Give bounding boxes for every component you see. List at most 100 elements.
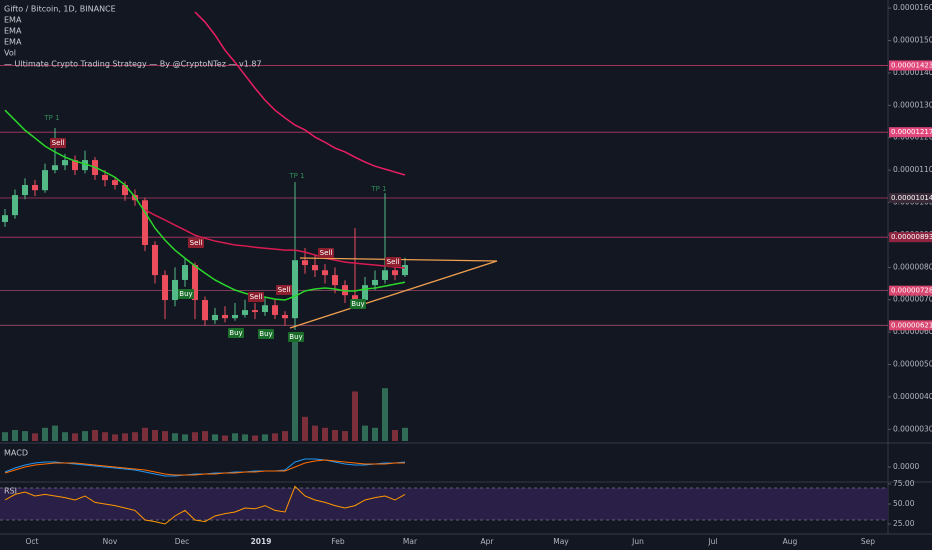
volume-bar — [222, 435, 228, 441]
candle-body — [192, 265, 198, 301]
x-tick-label: Aug — [783, 537, 798, 546]
candle-body — [312, 265, 318, 271]
level-label-bg — [889, 320, 932, 331]
macd-signal-line — [4, 459, 405, 476]
candle-body — [282, 314, 288, 319]
volume-bar — [292, 336, 298, 441]
volume-bar — [322, 427, 328, 441]
level-label: 0.00000728 — [891, 287, 932, 295]
volume-bar — [12, 430, 18, 441]
volume-bar — [402, 427, 408, 441]
macd-label: MACD — [4, 449, 28, 458]
signal-badge — [350, 299, 366, 309]
x-tick-label: Oct — [26, 537, 39, 546]
indicator-label: EMA — [4, 16, 22, 25]
volume-bar — [102, 432, 108, 441]
candle-body — [182, 265, 188, 280]
candle-body — [322, 270, 328, 276]
indicator-label: Vol — [4, 49, 16, 58]
rsi-line — [4, 485, 406, 525]
signal-badge — [276, 285, 292, 295]
candle-body — [52, 165, 58, 171]
volume-bar — [212, 434, 218, 441]
volume-bar — [22, 431, 28, 441]
level-label: 0.00001014 — [891, 194, 932, 202]
signal-badge — [228, 328, 244, 338]
level-label-bg — [889, 192, 932, 203]
rsi-tick-label: 75.00 — [893, 479, 915, 488]
candle-body — [242, 310, 248, 315]
signal-badge — [188, 238, 204, 248]
volume-bar — [252, 435, 258, 441]
level-label: 0.00001217 — [891, 128, 932, 136]
signal-badge — [318, 248, 334, 258]
volume-bar — [312, 425, 318, 441]
rsi-tick-label: 25.00 — [893, 519, 915, 528]
level-label-bg — [889, 285, 932, 296]
volume-bar — [122, 433, 128, 441]
candle-body — [112, 180, 118, 186]
signal-label: Sell — [320, 249, 333, 257]
x-tick-label: Nov — [103, 537, 118, 546]
volume-bar — [82, 431, 88, 441]
volume-bar — [242, 434, 248, 441]
volume-bar — [342, 431, 348, 441]
volume-bar — [192, 432, 198, 441]
volume-bar — [232, 433, 238, 441]
candle-body — [32, 185, 38, 191]
rsi-tick-label: 50.00 — [893, 499, 915, 508]
candle-body — [122, 185, 128, 196]
candle-body — [162, 275, 168, 301]
ema-line — [194, 11, 406, 176]
x-tick-label: Feb — [331, 537, 345, 546]
signal-label: Buy — [229, 329, 242, 337]
indicator-label: EMA — [4, 38, 22, 47]
signal-label: Sell — [278, 286, 291, 294]
ema-line — [4, 109, 406, 301]
signal-label: Sell — [387, 258, 400, 266]
volume-bar — [332, 430, 338, 441]
signal-label: Buy — [351, 300, 364, 308]
volume-bar — [42, 427, 48, 441]
candle-body — [402, 265, 408, 276]
signal-badge — [288, 332, 304, 342]
x-tick-label: Sep — [861, 537, 875, 546]
volume-bar — [72, 433, 78, 441]
volume-bar — [362, 425, 368, 441]
volume-bar — [2, 432, 8, 441]
volume-bar — [152, 430, 158, 441]
candle-body — [362, 285, 368, 301]
level-label-bg — [889, 232, 932, 243]
volume-bar — [202, 431, 208, 441]
indicator-label: — Ultimate Crypto Trading Strategy — By … — [4, 60, 262, 69]
volume-bar — [52, 425, 58, 441]
volume-bar — [132, 432, 138, 441]
volume-bar — [282, 431, 288, 441]
candle-body — [62, 160, 68, 166]
indicator-label: EMA — [4, 27, 22, 36]
level-label-bg — [889, 60, 932, 71]
signal-label: Buy — [179, 290, 192, 298]
level-label: 0.00000893 — [891, 233, 932, 241]
signal-label: Sell — [52, 139, 65, 147]
level-label: 0.00000621 — [891, 321, 932, 329]
volume-bar — [352, 391, 358, 441]
candle-body — [142, 200, 148, 245]
signal-label: TP 1 — [288, 172, 304, 180]
signal-badge — [258, 329, 274, 339]
signal-label: TP 1 — [43, 114, 59, 122]
candle-body — [372, 279, 378, 286]
volume-bar — [392, 430, 398, 441]
candle-body — [42, 170, 48, 191]
candle-body — [222, 314, 228, 319]
level-label-bg — [889, 127, 932, 138]
candle-body — [82, 160, 88, 171]
volume-bar — [112, 434, 118, 441]
